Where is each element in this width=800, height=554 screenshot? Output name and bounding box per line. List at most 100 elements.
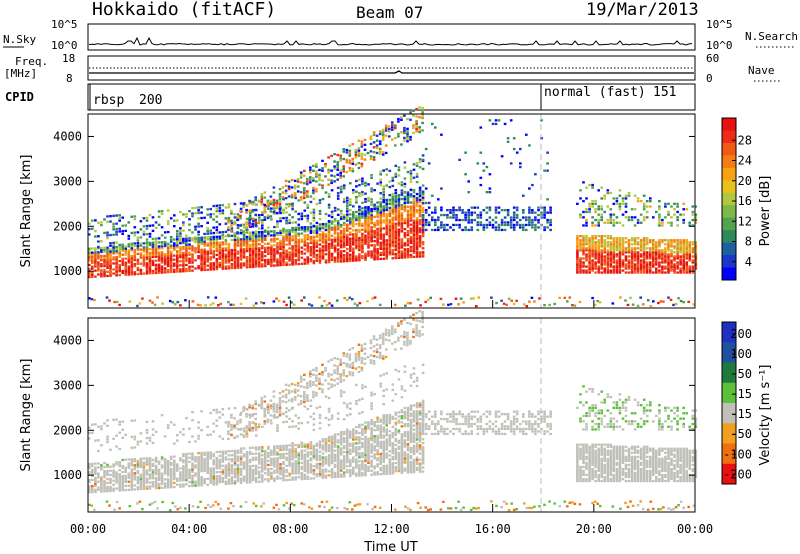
power-cell <box>97 263 100 266</box>
power-cell <box>288 239 291 242</box>
power-cell <box>333 260 337 263</box>
velocity-cell <box>200 429 203 432</box>
velocity-cell <box>136 478 140 481</box>
power-cell <box>688 224 691 227</box>
power-cell <box>115 227 118 231</box>
velocity-cell <box>127 488 131 491</box>
power-cell <box>427 223 431 227</box>
power-cell <box>97 265 100 268</box>
power-cell <box>600 205 603 208</box>
velocity-cell <box>215 461 219 464</box>
power-cell <box>118 219 121 222</box>
power-cell <box>418 241 422 244</box>
velocity-cell <box>94 478 97 481</box>
power-cell <box>133 263 137 266</box>
velocity-cell <box>258 476 261 479</box>
power-cell <box>594 243 597 246</box>
power-cell <box>330 216 334 219</box>
power-cell <box>209 207 212 211</box>
power-cell <box>115 250 118 253</box>
velocity-cell <box>185 462 188 466</box>
power-cell <box>397 210 401 213</box>
power-cell <box>415 247 419 250</box>
power-cell <box>657 301 660 305</box>
power-cell <box>299 171 303 174</box>
power-cell <box>297 218 300 221</box>
power-cell <box>318 259 322 262</box>
power-cell <box>118 270 121 273</box>
power-cell <box>309 260 313 263</box>
velocity-cell <box>194 464 197 467</box>
velocity-cell <box>163 470 167 473</box>
power-cell <box>230 259 234 262</box>
power-cell <box>358 249 361 252</box>
power-cell <box>406 170 410 174</box>
power-cell <box>233 221 237 224</box>
power-cell <box>385 245 388 248</box>
power-cell <box>606 253 610 256</box>
power-cell <box>358 222 361 226</box>
power-cell <box>227 257 231 260</box>
power-cell <box>264 260 267 264</box>
power-cell <box>169 270 173 274</box>
power-cell <box>692 303 696 306</box>
power-cell <box>200 206 203 209</box>
power-cell <box>361 232 364 235</box>
velocity-cell <box>254 448 258 451</box>
power-cell <box>391 192 395 196</box>
velocity-cell <box>151 471 155 474</box>
power-cell <box>624 259 628 262</box>
power-cell <box>258 259 261 262</box>
power-cell <box>497 206 501 209</box>
velocity-cell <box>285 478 288 482</box>
power-cell <box>593 303 597 307</box>
velocity-cell <box>264 462 267 465</box>
power-cell <box>397 218 401 221</box>
power-cell <box>203 264 206 267</box>
velocity-cell <box>285 468 288 472</box>
power-cell <box>88 273 91 277</box>
power-cell <box>360 162 364 165</box>
power-cell <box>142 233 146 236</box>
power-cell <box>476 223 480 227</box>
velocity-cell <box>288 478 291 481</box>
power-cell <box>200 266 203 270</box>
velocity-cell <box>261 478 264 481</box>
power-cell <box>364 206 367 209</box>
velocity-cell <box>121 420 124 423</box>
power-cell <box>346 253 349 257</box>
power-cell <box>248 265 252 269</box>
velocity-cell <box>212 453 215 456</box>
power-cell <box>488 119 492 122</box>
power-cell <box>169 254 173 257</box>
velocity-cell <box>182 453 185 456</box>
power-cell <box>321 159 324 162</box>
power-cell <box>154 267 158 270</box>
velocity-cell <box>185 477 188 480</box>
power-cell <box>373 231 376 235</box>
velocity-cell <box>166 482 170 485</box>
power-cell <box>94 249 97 252</box>
velocity-cell <box>154 476 158 480</box>
power-cell <box>285 229 288 232</box>
power-cell <box>512 228 516 232</box>
power-cell <box>121 257 124 260</box>
velocity-cell <box>151 483 155 486</box>
power-cell <box>339 256 343 259</box>
power-cell <box>115 245 118 249</box>
velocity-cell <box>179 467 182 470</box>
power-cell <box>655 210 658 214</box>
power-cell <box>388 233 392 236</box>
velocity-cell <box>173 475 176 479</box>
velocity-cell <box>254 464 258 467</box>
power-cell <box>206 254 209 257</box>
power-cell <box>585 208 588 211</box>
power-cell <box>673 241 676 244</box>
power-cell <box>661 241 664 244</box>
power-cell <box>621 197 625 200</box>
velocity-cell <box>154 468 158 472</box>
power-cell <box>458 218 461 222</box>
power-cell <box>694 263 698 266</box>
power-cell <box>185 249 188 252</box>
power-cell <box>667 271 670 274</box>
